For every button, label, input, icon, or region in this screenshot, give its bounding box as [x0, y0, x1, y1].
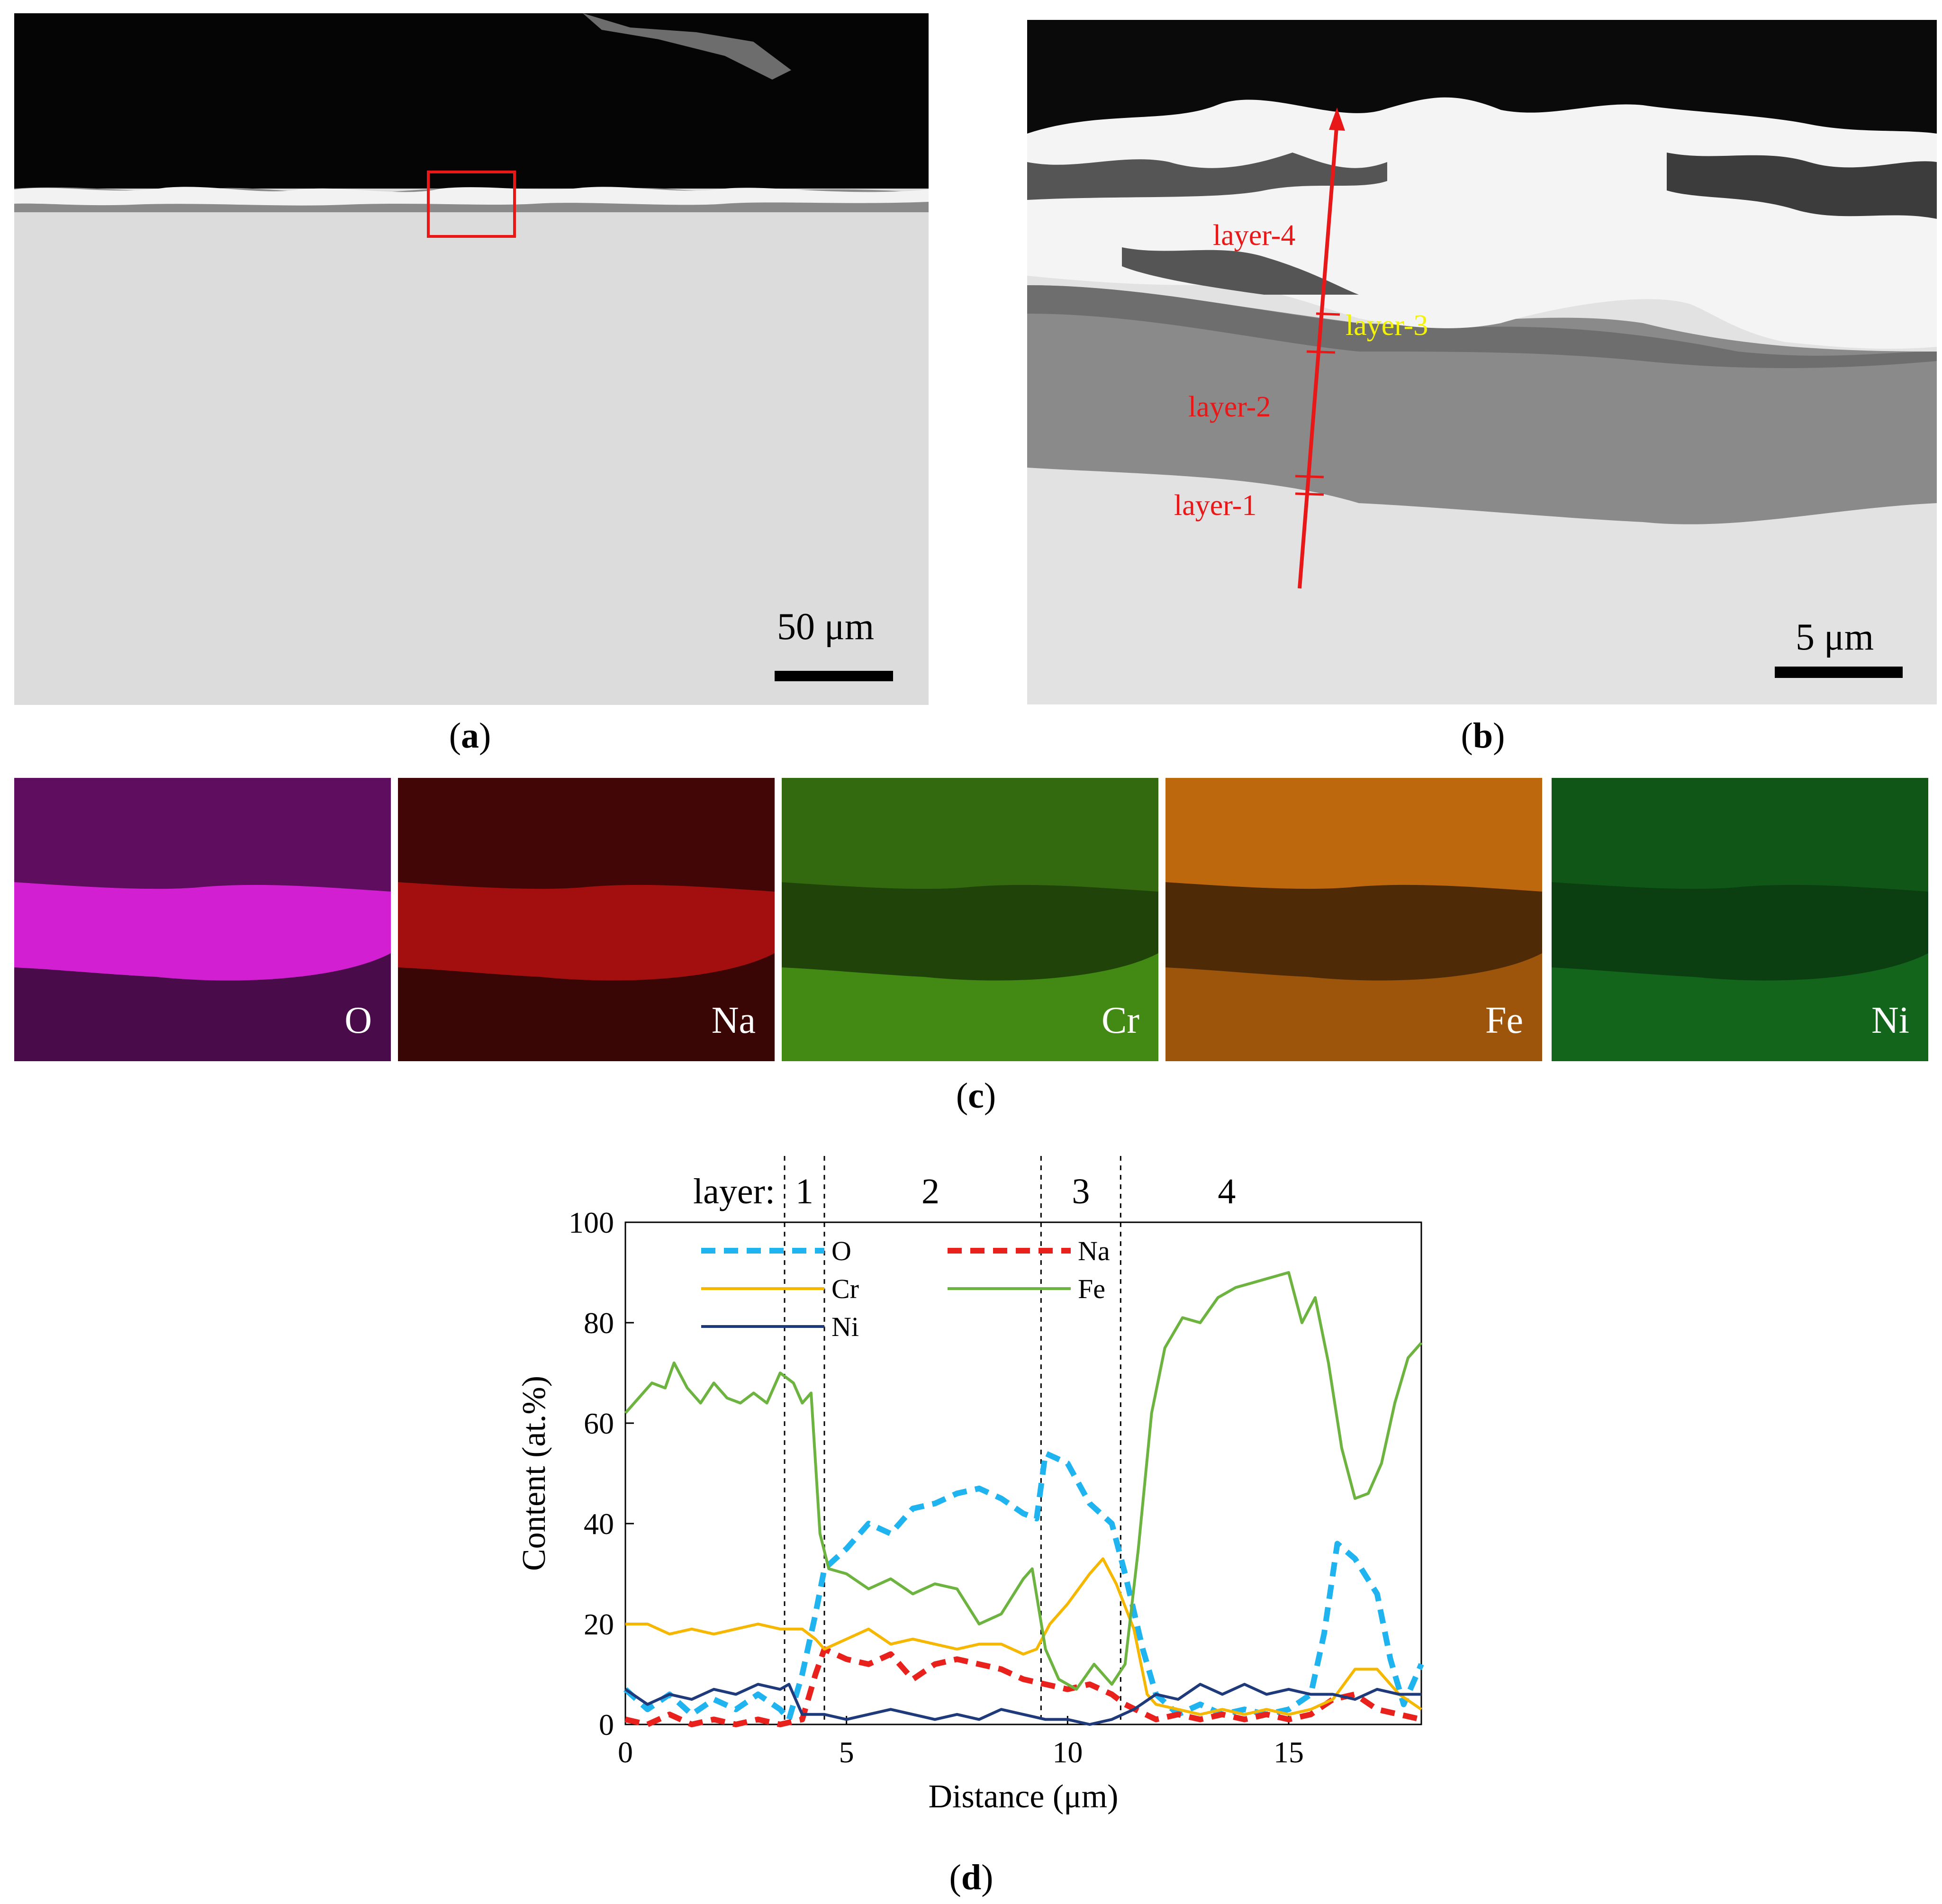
caption-a: (a) — [449, 716, 491, 756]
eds-map-label: Na — [711, 1000, 756, 1041]
legend-label: Fe — [1078, 1273, 1105, 1304]
eds-map-cr: Cr — [782, 778, 1158, 1061]
eds-map-graphic — [398, 778, 775, 981]
scale-label-b: 5 μm — [1796, 616, 1874, 658]
caption-c: (c) — [956, 1076, 996, 1116]
layer-number: 1 — [795, 1172, 813, 1211]
y-tick-label: 80 — [584, 1306, 614, 1340]
caption-b: (b) — [1461, 716, 1505, 756]
x-axis-label: Distance (μm) — [929, 1778, 1119, 1815]
layer-number: 2 — [921, 1172, 939, 1211]
y-axis-label: Content (at.%) — [516, 1376, 552, 1571]
scale-label-a: 50 μm — [777, 606, 875, 648]
y-tick-label: 40 — [584, 1507, 614, 1541]
layer-number: 4 — [1218, 1172, 1236, 1211]
eds-map-o: O — [14, 778, 391, 1061]
series-line-fe — [624, 1271, 1423, 1691]
layer-label-2: layer-2 — [1188, 391, 1271, 423]
eds-map-ni: Ni — [1552, 778, 1928, 1061]
eds-map-label: Cr — [1102, 1000, 1139, 1041]
legend-label: Ni — [831, 1311, 859, 1342]
scale-bar-a — [775, 671, 893, 681]
legend-label: O — [831, 1236, 851, 1266]
x-tick-label: 10 — [1052, 1735, 1083, 1769]
series-line-cr — [625, 1557, 1422, 1716]
y-tick-label: 100 — [569, 1206, 614, 1239]
series-line-o — [623, 1450, 1424, 1723]
series-line-na — [624, 1646, 1422, 1727]
y-tick-label: 20 — [584, 1607, 614, 1641]
legend-label: Na — [1078, 1236, 1110, 1266]
eds-map-label: Ni — [1871, 1000, 1909, 1041]
eds-map-label: Fe — [1485, 1000, 1523, 1041]
sem-image-b: layer-4 layer-3 layer-2 layer-1 5 μm — [1027, 20, 1937, 704]
plot-frame — [624, 1221, 1422, 1725]
eds-map-graphic — [782, 778, 1158, 981]
y-tick-label: 60 — [584, 1407, 614, 1440]
layer-number: 3 — [1072, 1172, 1090, 1211]
series-line-ni — [624, 1683, 1421, 1726]
sem-image-b-graphic — [1027, 20, 1937, 589]
eds-map-na: Na — [398, 778, 775, 1061]
x-tick-label: 5 — [839, 1735, 854, 1769]
eds-map-fe: Fe — [1165, 778, 1542, 1061]
line-scan-chart: 0 20 40 60 80 100 0 5 10 15 Distance (μm) Content (… — [516, 1156, 1424, 1815]
eds-map-graphic — [14, 778, 391, 981]
eds-map-label: O — [344, 1000, 372, 1041]
eds-map-graphic — [1552, 778, 1928, 981]
y-tick-label: 0 — [599, 1708, 614, 1742]
sem-image-a: 50 μm — [14, 13, 929, 705]
layer-label-4: layer-4 — [1213, 219, 1296, 252]
sem-image-a-graphic — [14, 13, 929, 705]
layer-label-1: layer-1 — [1174, 489, 1257, 522]
layer-label-3: layer-3 — [1346, 309, 1428, 342]
caption-d: (d) — [949, 1858, 994, 1897]
legend-label: Cr — [831, 1273, 859, 1304]
layer-prefix: layer: — [693, 1172, 775, 1211]
scale-bar-b — [1775, 667, 1903, 678]
x-tick-label: 0 — [618, 1735, 633, 1769]
x-tick-label: 15 — [1274, 1735, 1304, 1769]
eds-map-graphic — [1165, 778, 1542, 981]
